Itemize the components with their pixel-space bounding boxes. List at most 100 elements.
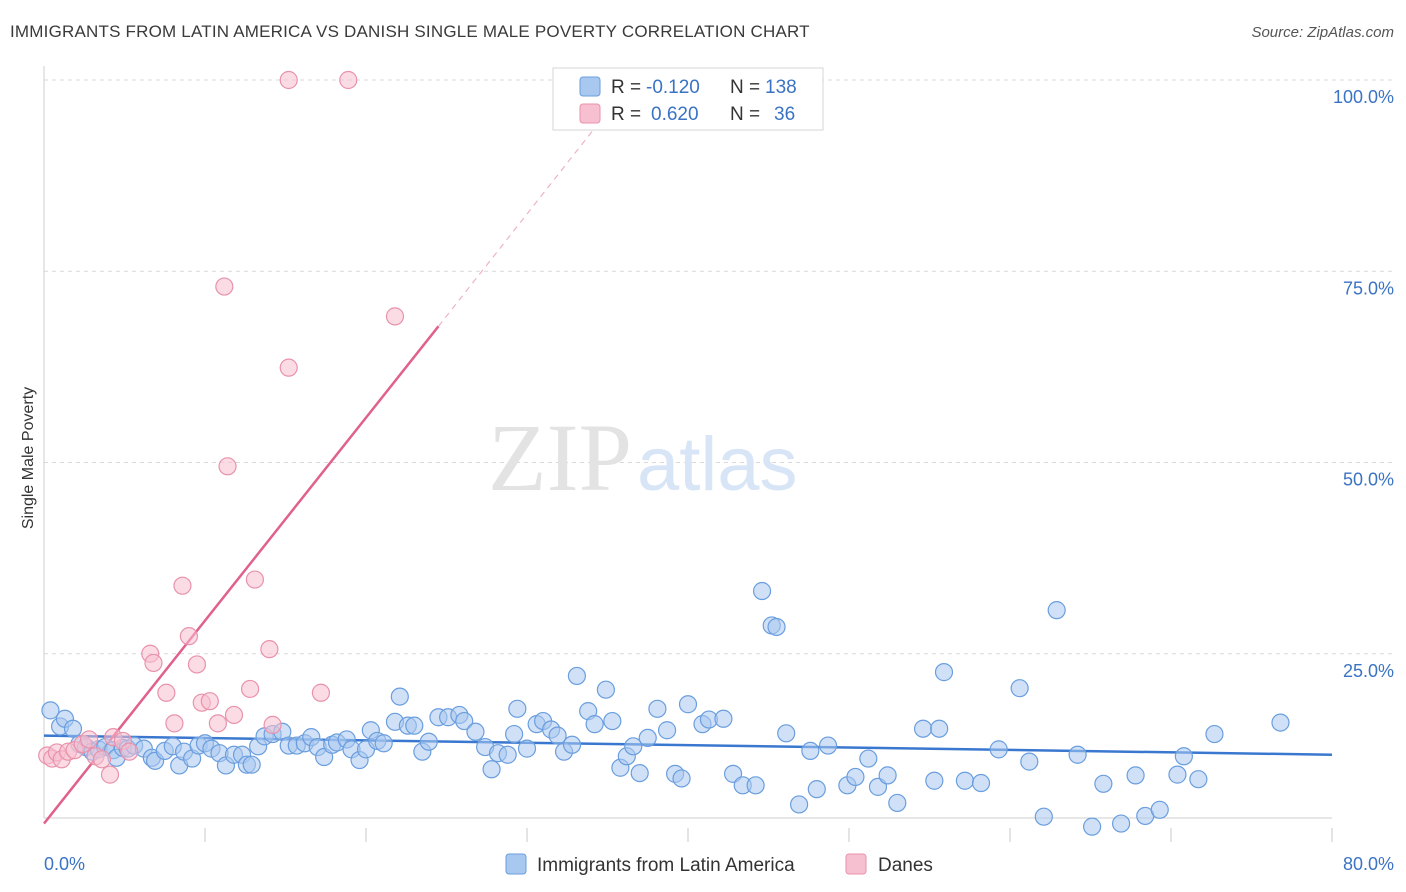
point-latin-america-109 [913,719,933,738]
point-latin-america-123 [1111,814,1131,833]
point-danes-26 [224,705,244,725]
point-danes-28 [245,570,265,589]
point-latin-america-53 [405,716,424,735]
point-latin-america-97 [767,617,786,637]
point-danes-35 [385,307,405,326]
point-latin-america-49 [374,734,393,753]
point-danes-18 [173,576,192,595]
point-latin-america-67 [517,739,537,758]
point-danes-10 [100,765,120,784]
x-tick-label-max: 80.0% [1343,854,1394,874]
point-danes-15 [144,653,163,673]
point-danes-24 [215,277,234,296]
point-danes-32 [279,70,298,90]
trend-line-danes-extension [437,121,600,327]
point-danes-30 [263,715,282,734]
legend-r-label-blue: R = [611,77,641,98]
point-latin-america-130 [1205,724,1224,744]
x-ticks [204,828,1333,842]
point-latin-america-114 [971,773,991,793]
watermark-zip: ZIP [488,404,632,511]
series-danes-points [38,70,405,784]
point-latin-america-73 [562,735,582,754]
point-danes-19 [179,627,198,646]
point-latin-america-81 [624,737,643,756]
point-latin-america-118 [1034,807,1053,826]
point-latin-america-105 [859,749,878,768]
bottom-legend-label-pink: Danes [878,855,933,876]
point-latin-america-77 [596,680,615,699]
y-axis-title: Single Male Poverty [20,387,37,529]
point-latin-america-65 [505,724,524,744]
point-latin-america-3 [63,719,83,738]
point-latin-america-64 [498,745,517,764]
point-latin-america-82 [630,763,649,783]
y-tick-label-100: 100.0% [1333,87,1394,107]
point-latin-america-117 [1020,752,1039,771]
legend-swatch-blue [579,76,601,97]
point-latin-america-121 [1083,817,1102,836]
legend-r-label-pink: R = [611,104,641,125]
point-danes-25 [218,457,237,476]
point-latin-america-59 [455,711,474,731]
point-latin-america-111 [930,719,949,738]
legend-swatch-pink [579,103,601,124]
point-latin-america-94 [746,776,765,795]
point-latin-america-112 [934,663,954,682]
point-latin-america-124 [1126,766,1145,785]
point-latin-america-99 [789,795,809,814]
point-latin-america-126 [1150,800,1169,819]
point-latin-america-0 [41,701,60,720]
point-danes-7 [79,730,99,749]
point-latin-america-60 [466,722,485,741]
point-danes-27 [240,679,260,699]
point-danes-22 [200,692,219,711]
point-latin-america-74 [567,666,587,686]
point-danes-34 [339,70,358,90]
point-latin-america-55 [419,732,438,751]
point-latin-america-122 [1094,774,1113,793]
point-latin-america-119 [1047,601,1066,620]
legend-n-label-blue: N = [730,77,760,98]
point-latin-america-51 [390,687,409,706]
y-tick-labels: 25.0% 50.0% 75.0% 100.0% [1333,87,1394,681]
point-latin-america-129 [1189,770,1208,789]
point-latin-america-116 [1010,679,1029,698]
point-latin-america-108 [888,793,907,813]
y-tick-label-50: 50.0% [1343,470,1394,490]
point-latin-america-98 [777,724,796,743]
watermark: ZIP atlas [488,404,798,511]
point-latin-america-30 [242,755,261,774]
point-latin-america-95 [752,581,772,601]
point-latin-america-110 [925,771,944,790]
bottom-legend: Immigrants from Latin America Danes [505,853,933,876]
point-latin-america-104 [846,767,865,787]
point-latin-america-120 [1068,745,1087,764]
point-latin-america-128 [1174,747,1193,766]
point-danes-31 [279,358,298,377]
bottom-legend-swatch-blue [505,853,527,875]
point-latin-america-88 [678,695,698,714]
point-latin-america-107 [878,766,897,785]
legend-r-value-pink: 0.620 [651,104,699,125]
legend-n-label-pink: N = [730,104,760,125]
legend-box: R = -0.120 N = 138 R = 0.620 N = 36 [552,67,824,131]
point-latin-america-84 [648,699,667,718]
y-tick-label-75: 75.0% [1343,278,1394,298]
point-latin-america-87 [672,769,691,788]
bottom-legend-swatch-pink [845,853,867,875]
point-latin-america-127 [1168,765,1187,784]
point-danes-16 [157,683,176,702]
bottom-legend-label-blue: Immigrants from Latin America [537,855,795,876]
point-latin-america-62 [482,760,501,779]
legend-r-value-blue: -0.120 [646,77,700,98]
x-tick-labels: 0.0% 80.0% [44,854,1394,874]
x-tick-label-min: 0.0% [44,854,85,874]
point-latin-america-102 [818,736,838,755]
point-danes-29 [260,640,279,659]
point-danes-23 [208,714,227,733]
point-danes-33 [311,683,331,702]
y-tick-label-25: 25.0% [1343,661,1394,681]
legend-n-value-blue: 138 [765,77,797,98]
